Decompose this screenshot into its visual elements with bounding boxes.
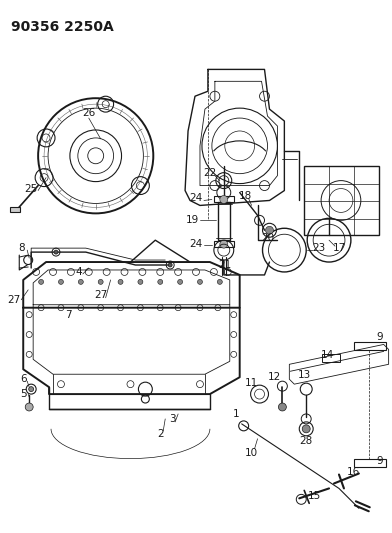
Bar xyxy=(304,166,379,235)
Text: 20: 20 xyxy=(261,233,274,243)
Circle shape xyxy=(29,386,34,392)
Circle shape xyxy=(39,279,44,285)
Text: 22: 22 xyxy=(203,168,216,177)
Circle shape xyxy=(98,279,103,285)
Circle shape xyxy=(217,279,222,285)
Circle shape xyxy=(168,263,172,267)
Circle shape xyxy=(278,403,286,411)
Text: 7: 7 xyxy=(65,310,72,320)
Text: 27: 27 xyxy=(94,290,107,300)
Circle shape xyxy=(58,279,64,285)
Circle shape xyxy=(54,250,58,254)
Text: 2: 2 xyxy=(157,429,163,439)
Circle shape xyxy=(198,279,202,285)
Text: 24: 24 xyxy=(189,193,203,204)
Text: 13: 13 xyxy=(298,370,311,380)
Bar xyxy=(354,343,386,350)
Text: 25: 25 xyxy=(25,183,38,193)
Text: 6: 6 xyxy=(20,374,27,384)
Text: 15: 15 xyxy=(308,491,321,502)
Circle shape xyxy=(302,425,310,433)
Circle shape xyxy=(138,279,143,285)
Text: 12: 12 xyxy=(268,372,281,382)
Text: 90356 2250A: 90356 2250A xyxy=(11,20,114,34)
Text: 3: 3 xyxy=(169,414,176,424)
Bar xyxy=(214,197,234,203)
Text: 17: 17 xyxy=(332,243,346,253)
Bar xyxy=(354,458,386,466)
Text: 9: 9 xyxy=(376,456,383,466)
Text: 10: 10 xyxy=(245,448,258,458)
Text: 28: 28 xyxy=(299,436,313,446)
Circle shape xyxy=(220,240,228,248)
Text: 8: 8 xyxy=(18,243,25,253)
Circle shape xyxy=(25,403,33,411)
Text: 5: 5 xyxy=(20,389,27,399)
Text: 11: 11 xyxy=(245,378,258,388)
Text: 1: 1 xyxy=(232,409,239,419)
Text: 4: 4 xyxy=(76,267,82,277)
Text: 21: 21 xyxy=(218,260,231,270)
Text: 27: 27 xyxy=(8,295,21,305)
Text: 23: 23 xyxy=(312,243,326,253)
Text: 24: 24 xyxy=(189,239,203,249)
Text: 19: 19 xyxy=(185,215,199,225)
Circle shape xyxy=(265,227,274,234)
Text: 18: 18 xyxy=(239,190,252,200)
Text: 14: 14 xyxy=(320,350,334,360)
Circle shape xyxy=(220,196,228,204)
Text: 16: 16 xyxy=(347,466,361,477)
Text: 26: 26 xyxy=(82,108,95,118)
Bar xyxy=(218,203,230,240)
Circle shape xyxy=(158,279,163,285)
Bar xyxy=(10,207,20,212)
Text: 9: 9 xyxy=(376,333,383,343)
Circle shape xyxy=(178,279,183,285)
Circle shape xyxy=(118,279,123,285)
Circle shape xyxy=(78,279,83,285)
Bar xyxy=(322,354,340,362)
Bar xyxy=(214,241,234,247)
